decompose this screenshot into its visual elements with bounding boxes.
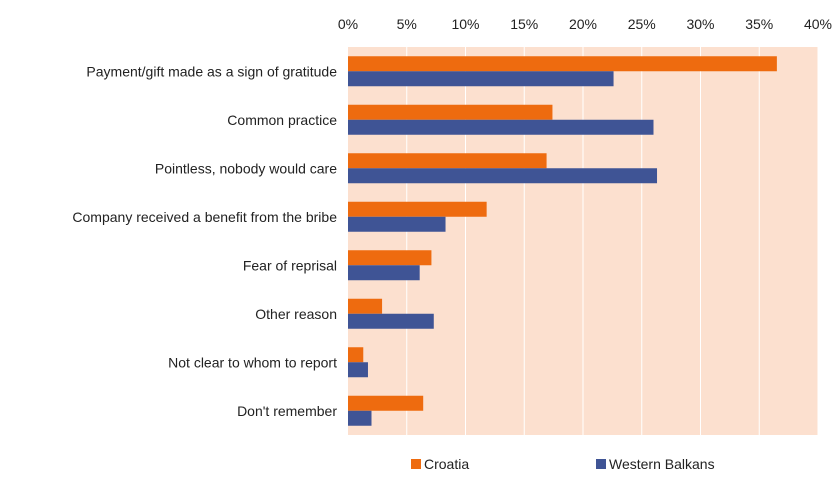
bar-croatia [348, 298, 383, 314]
bar-western-balkans [348, 119, 654, 135]
x-tick-label: 25% [628, 16, 656, 32]
category-label: Pointless, nobody would care [155, 160, 337, 176]
category-label: Don't remember [237, 403, 337, 419]
bar-croatia [348, 347, 364, 363]
y-axis-category-labels: Payment/gift made as a sign of gratitude… [72, 63, 337, 419]
bars [348, 56, 777, 426]
x-tick-label: 0% [338, 16, 358, 32]
bar-western-balkans [348, 362, 368, 378]
bar-croatia [348, 104, 553, 120]
x-tick-label: 20% [569, 16, 597, 32]
legend-label-western-balkans: Western Balkans [609, 456, 715, 472]
category-label: Not clear to whom to report [168, 354, 337, 370]
x-tick-label: 5% [397, 16, 417, 32]
x-tick-label: 30% [686, 16, 714, 32]
bar-western-balkans [348, 410, 372, 426]
x-tick-label: 10% [451, 16, 479, 32]
bar-croatia [348, 395, 424, 411]
bar-croatia [348, 153, 547, 169]
category-label: Fear of reprisal [243, 257, 337, 273]
bar-western-balkans [348, 71, 614, 87]
bar-western-balkans [348, 216, 446, 232]
category-label: Payment/gift made as a sign of gratitude [86, 63, 337, 79]
x-axis-tick-labels: 0% 5% 10% 15% 20% 25% 30% 35% 40% [338, 16, 832, 32]
bar-western-balkans [348, 265, 420, 281]
legend-label-croatia: Croatia [424, 456, 469, 472]
legend-swatch-croatia [411, 459, 421, 469]
bar-western-balkans [348, 313, 434, 329]
bar-croatia [348, 56, 777, 72]
legend-swatch-western-balkans [596, 459, 606, 469]
category-label: Company received a benefit from the brib… [72, 209, 337, 225]
category-label: Other reason [255, 306, 337, 322]
bar-croatia [348, 201, 487, 217]
x-tick-label: 35% [745, 16, 773, 32]
legend: Croatia Western Balkans [411, 456, 715, 472]
bar-croatia [348, 250, 432, 266]
category-label: Common practice [227, 112, 337, 128]
x-tick-label: 40% [804, 16, 832, 32]
x-tick-label: 15% [510, 16, 538, 32]
bar-western-balkans [348, 168, 658, 184]
